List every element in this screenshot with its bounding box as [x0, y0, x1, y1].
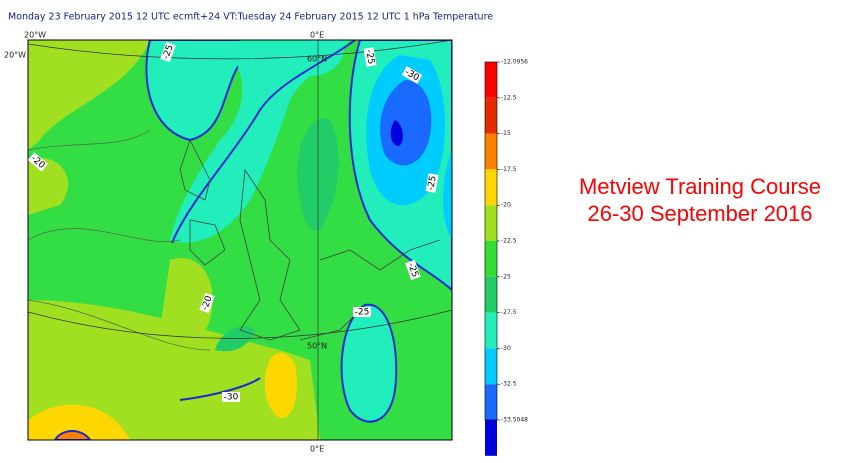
contour-label: -25: [161, 44, 175, 61]
colorbar: -12.0956 -12.5 -15 -17.5 -20 -22.5 -25 -27.5 -30…: [484, 59, 528, 456]
colorbar-swatch: [485, 276, 497, 313]
contour: [28, 129, 211, 351]
contour-label-bg: [405, 259, 421, 281]
contour-labels: -25 -25-30-20-25-25-20-25-30: [27, 41, 439, 403]
colorbar-label: -25: [501, 273, 511, 280]
contour-label-bg: [353, 307, 371, 317]
course-dates: 26-30 September 2016: [587, 201, 812, 226]
contour-label: -25: [363, 49, 375, 65]
contour-label-bg: [160, 41, 176, 63]
colorbar-label: -32.5: [501, 381, 517, 388]
region: [340, 303, 398, 423]
colorbar-label: -12.0956: [501, 59, 528, 66]
contour-label: -25: [426, 175, 438, 191]
axis-label: 20°W: [24, 31, 46, 40]
region: [28, 300, 320, 440]
colorbar-swatch: [485, 420, 497, 456]
coastline: [179, 138, 441, 341]
region: [170, 40, 350, 243]
colorbar-swatch: [485, 348, 497, 385]
map-frame: [27, 39, 453, 441]
region: [390, 120, 403, 146]
contour-label: -25: [405, 262, 419, 279]
region: [380, 80, 432, 166]
axis-label: 20°W: [4, 51, 26, 60]
region: [264, 353, 297, 419]
colorbar-swatch: [485, 241, 497, 277]
contour-label-bg: [425, 173, 439, 193]
colorbar-swatch: [485, 384, 497, 420]
axis-label: 0°E: [310, 445, 324, 454]
axis-label: 60°N: [307, 55, 327, 64]
contour: [171, 40, 356, 244]
contour-label-bg: [27, 152, 49, 172]
contour-label: -30: [224, 393, 239, 403]
contour: [179, 377, 261, 401]
region: [443, 150, 452, 240]
colorbar-swatch: [485, 62, 497, 98]
colorbar-label: -17.5: [501, 166, 517, 173]
axis-label: 0°E: [310, 31, 324, 40]
map: [28, 40, 452, 440]
region: [28, 40, 150, 150]
region: [160, 258, 213, 353]
contour-label-bg: [401, 66, 423, 84]
contour-label-bg: [199, 292, 215, 314]
region: [28, 158, 69, 215]
contour-label-bg: [363, 47, 377, 67]
graticule: [28, 40, 452, 339]
colorbar-label: -22.5: [501, 238, 517, 245]
colorbar-label: -27.5: [501, 309, 517, 316]
colorbar-label: -33.5048: [501, 417, 528, 424]
colorbar-label: -20: [501, 202, 511, 209]
colorbar-swatch: [485, 133, 497, 170]
contour-label: -20: [200, 294, 215, 311]
region: [28, 404, 130, 440]
colorbar-swatch: [485, 169, 497, 206]
contour-label: -25: [355, 308, 370, 318]
colorbar-label: -30: [501, 345, 511, 352]
colorbar-label: -15: [501, 130, 511, 137]
colorbar-swatch: [485, 97, 497, 134]
axis-label: 50°N: [307, 342, 327, 351]
course-title: Metview Training Course: [579, 174, 821, 199]
colorbar-swatch: [485, 205, 497, 241]
title: Monday 23 February 2015 12 UTC ecmft+24 …: [8, 12, 493, 23]
colorbar-label: -12.5: [501, 94, 517, 101]
colorbar-swatch: [485, 312, 497, 349]
contour-label-bg: [222, 392, 240, 402]
